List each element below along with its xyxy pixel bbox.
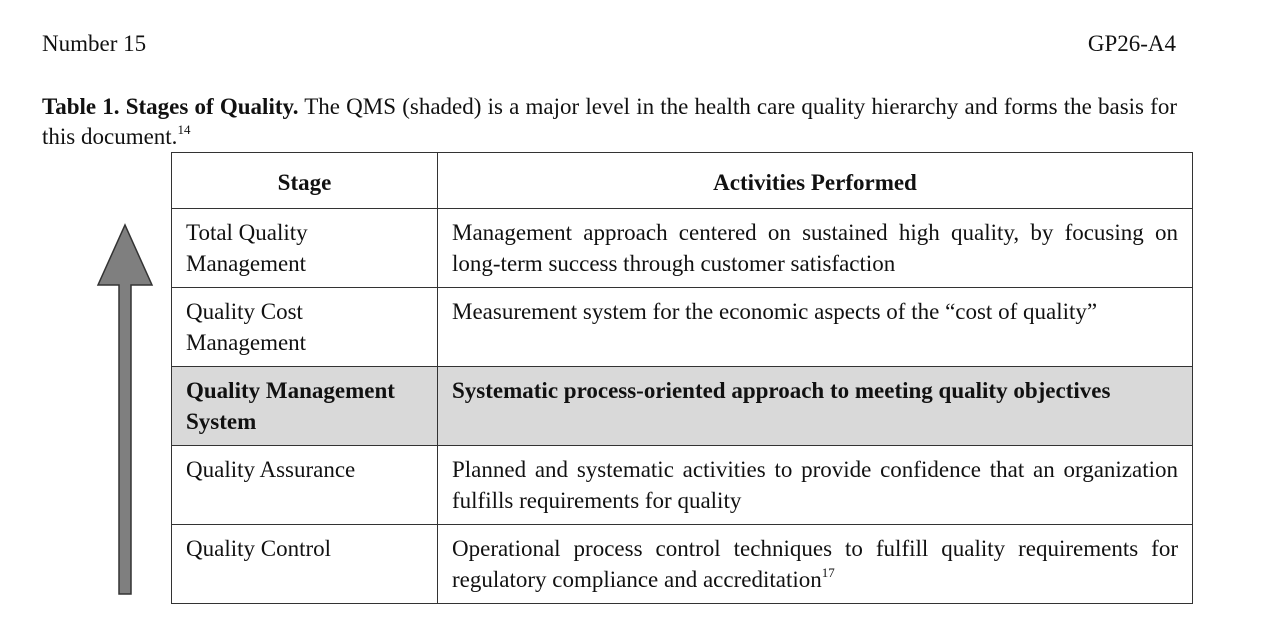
table-row: Quality Assurance Planned and systematic… bbox=[171, 445, 1193, 525]
table-row-shaded: Quality Management System Systematic pro… bbox=[171, 366, 1193, 446]
activities-reference: 17 bbox=[821, 565, 835, 580]
activities-cell: Planned and systematic activities to pro… bbox=[437, 445, 1193, 525]
table-caption: Table 1. Stages of Quality. The QMS (sha… bbox=[42, 92, 1177, 152]
stage-cell: Quality Management System bbox=[171, 366, 438, 446]
table-row: Quality Cost Management Measurement syst… bbox=[171, 287, 1193, 367]
activities-cell: Management approach centered on sustaine… bbox=[437, 208, 1193, 288]
stage-cell: Quality Assurance bbox=[171, 445, 438, 525]
table-row: Total Quality Management Management appr… bbox=[171, 208, 1193, 288]
caption-text: The QMS (shaded) is a major level in the… bbox=[42, 94, 1177, 149]
caption-label: Table 1. Stages of Quality. bbox=[42, 94, 299, 119]
stage-cell: Total Quality Management bbox=[171, 208, 438, 288]
caption-reference: 14 bbox=[177, 122, 191, 137]
running-head-document-code: GP26-A4 bbox=[1087, 31, 1176, 56]
column-header-activities: Activities Performed bbox=[437, 152, 1193, 209]
stage-cell: Quality Cost Management bbox=[171, 287, 438, 367]
activities-cell: Operational process control techniques t… bbox=[437, 524, 1193, 604]
activities-text: Operational process control techniques t… bbox=[452, 536, 1178, 592]
running-head-number: Number 15 bbox=[42, 31, 147, 56]
activities-cell: Systematic process-oriented approach to … bbox=[437, 366, 1193, 446]
table-row: Quality Control Operational process cont… bbox=[171, 524, 1193, 604]
column-header-stage: Stage bbox=[171, 152, 438, 209]
activities-cell: Measurement system for the economic aspe… bbox=[437, 287, 1193, 367]
table-header-row: Stage Activities Performed bbox=[171, 152, 1193, 209]
up-arrow-icon bbox=[96, 223, 154, 595]
stage-cell: Quality Control bbox=[171, 524, 438, 604]
stages-of-quality-table: Stage Activities Performed Total Quality… bbox=[171, 152, 1193, 604]
